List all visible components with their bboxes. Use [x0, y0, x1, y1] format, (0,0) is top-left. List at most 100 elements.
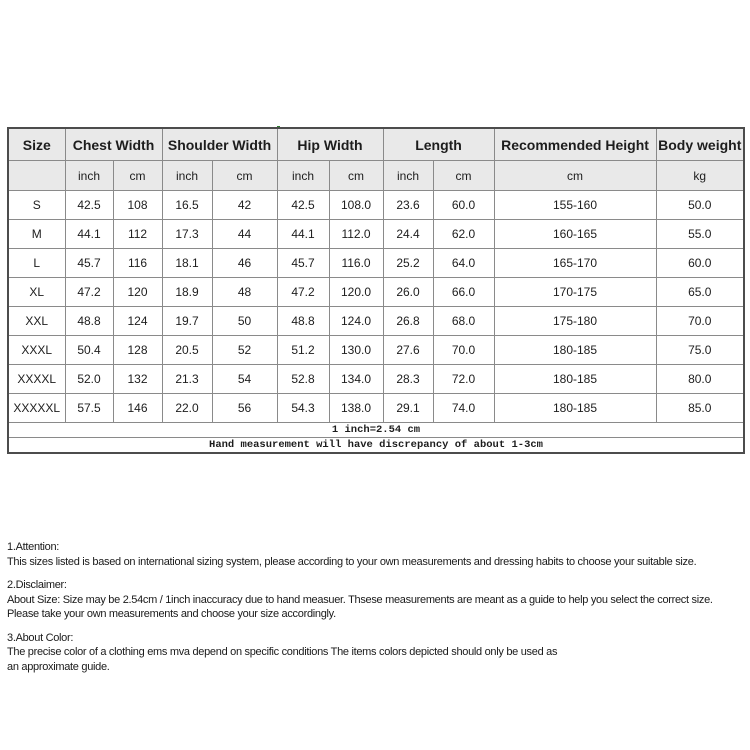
table-head: Size Chest Width Shoulder Width Hip Width Le…: [7, 127, 745, 191]
size-row-xxxxl: XXXXL 52.0 132 21.3 54 52.8 134.0 28.3 72.0 180-1…: [7, 364, 745, 394]
note-line: Please take your own measurements and ch…: [7, 608, 336, 620]
data-cell: 66.0: [432, 277, 495, 307]
data-cell: 146: [112, 393, 163, 423]
data-cell: 170-175: [493, 277, 657, 307]
unit-cell-cm: cm: [328, 160, 384, 191]
unit-cell-inch: inch: [64, 160, 114, 191]
data-cell: 20.5: [161, 335, 213, 365]
data-cell: 24.4: [382, 219, 434, 249]
data-cell: 112: [112, 219, 163, 249]
data-cell: 50: [211, 306, 278, 336]
data-cell: 60.0: [655, 248, 745, 278]
data-cell: 47.2: [64, 277, 114, 307]
data-cell: 60.0: [432, 190, 495, 220]
data-cell: 57.5: [64, 393, 114, 423]
data-cell: 44.1: [276, 219, 330, 249]
size-label-cell: S: [7, 190, 66, 220]
data-cell: 25.2: [382, 248, 434, 278]
data-cell: 116: [112, 248, 163, 278]
unit-cell-cm: cm: [211, 160, 278, 191]
data-cell: 130.0: [328, 335, 384, 365]
data-cell: 21.3: [161, 364, 213, 394]
data-cell: 26.0: [382, 277, 434, 307]
size-row-xxl: XXL 48.8 124 19.7 50 48.8 124.0 26.8 68.0 175-180…: [7, 306, 745, 336]
data-cell: 116.0: [328, 248, 384, 278]
header-cell-shoulder-width: Shoulder Width: [161, 127, 278, 161]
size-label-cell: L: [7, 248, 66, 278]
data-cell: 75.0: [655, 335, 745, 365]
notes-section: 1.Attention: This sizes listed is based o…: [7, 540, 750, 683]
data-cell: 138.0: [328, 393, 384, 423]
unit-cell-kg: kg: [655, 160, 745, 191]
size-chart-table: Size Chest Width Shoulder Width Hip Width Le…: [7, 127, 746, 454]
size-row-m: M 44.1 112 17.3 44 44.1 112.0 24.4 62.0 160-165 55…: [7, 219, 745, 249]
data-cell: 48: [211, 277, 278, 307]
size-row-xxxl: XXXL 50.4 128 20.5 52 51.2 130.0 27.6 70.0 180-18…: [7, 335, 745, 365]
data-cell: 44: [211, 219, 278, 249]
data-cell: 65.0: [655, 277, 745, 307]
header-cell-hip-width: Hip Width: [276, 127, 384, 161]
data-cell: 42: [211, 190, 278, 220]
footnote-inch-conversion: 1 inch=2.54 cm: [7, 422, 745, 438]
data-cell: 108.0: [328, 190, 384, 220]
unit-cell-cm: cm: [432, 160, 495, 191]
footnote-row: 1 inch=2.54 cm: [7, 422, 745, 438]
data-cell: 18.1: [161, 248, 213, 278]
unit-cell-cm: cm: [112, 160, 163, 191]
data-cell: 120: [112, 277, 163, 307]
data-cell: 128: [112, 335, 163, 365]
data-cell: 50.4: [64, 335, 114, 365]
data-cell: 54.3: [276, 393, 330, 423]
data-cell: 52.8: [276, 364, 330, 394]
data-cell: 45.7: [276, 248, 330, 278]
header-cell-recommended-height: Recommended Height: [493, 127, 657, 161]
note-section-3-about-color: 3.About Color: The precise color of a clo…: [7, 631, 750, 675]
data-cell: 44.1: [64, 219, 114, 249]
size-row-l: L 45.7 116 18.1 46 45.7 116.0 25.2 64.0 165-170 60…: [7, 248, 745, 278]
data-cell: 48.8: [64, 306, 114, 336]
unit-cell-inch: inch: [276, 160, 330, 191]
size-label-cell: XXL: [7, 306, 66, 336]
data-cell: 26.8: [382, 306, 434, 336]
header-cell-body-weight: Body weight: [655, 127, 745, 161]
footnote-measurement-discrepancy: Hand measurement will have discrepancy o…: [7, 437, 745, 454]
data-cell: 64.0: [432, 248, 495, 278]
data-cell: 165-170: [493, 248, 657, 278]
header-cell-length: Length: [382, 127, 495, 161]
note-line: This sizes listed is based on internatio…: [7, 555, 697, 568]
data-cell: 62.0: [432, 219, 495, 249]
data-cell: 18.9: [161, 277, 213, 307]
data-cell: 56: [211, 393, 278, 423]
size-row-s: S 42.5 108 16.5 42 42.5 108.0 23.6 60.0 155-160 50…: [7, 190, 745, 220]
data-cell: 70.0: [432, 335, 495, 365]
unit-cell-blank: [7, 160, 66, 191]
data-cell: 16.5: [161, 190, 213, 220]
data-cell: 52.0: [64, 364, 114, 394]
data-cell: 17.3: [161, 219, 213, 249]
note-heading: 2.Disclaimer:: [7, 579, 67, 591]
data-cell: 27.6: [382, 335, 434, 365]
size-label-cell: XL: [7, 277, 66, 307]
note-line: an approximate guide.: [7, 660, 110, 673]
table-header-row: Size Chest Width Shoulder Width Hip Width Le…: [7, 127, 745, 161]
data-cell: 46: [211, 248, 278, 278]
data-cell: 132: [112, 364, 163, 394]
data-cell: 50.0: [655, 190, 745, 220]
size-label-cell: XXXL: [7, 335, 66, 365]
data-cell: 180-185: [493, 364, 657, 394]
data-cell: 74.0: [432, 393, 495, 423]
data-cell: 47.2: [276, 277, 330, 307]
data-cell: 124: [112, 306, 163, 336]
data-cell: 80.0: [655, 364, 745, 394]
table-foot: 1 inch=2.54 cm Hand measurement will hav…: [7, 422, 745, 454]
note-section-2-disclaimer: 2.Disclaimer: About Size: Size may be 2.5…: [7, 578, 750, 622]
data-cell: 120.0: [328, 277, 384, 307]
size-label-cell: XXXXL: [7, 364, 66, 394]
data-cell: 42.5: [64, 190, 114, 220]
note-line: About Size: Size may be 2.54cm / 1inch i…: [7, 593, 713, 606]
note-line: The precise color of a clothing ems mva …: [7, 646, 558, 658]
data-cell: 72.0: [432, 364, 495, 394]
data-cell: 160-165: [493, 219, 657, 249]
note-section-1-attention: 1.Attention: This sizes listed is based o…: [7, 540, 750, 569]
data-cell: 180-185: [493, 335, 657, 365]
